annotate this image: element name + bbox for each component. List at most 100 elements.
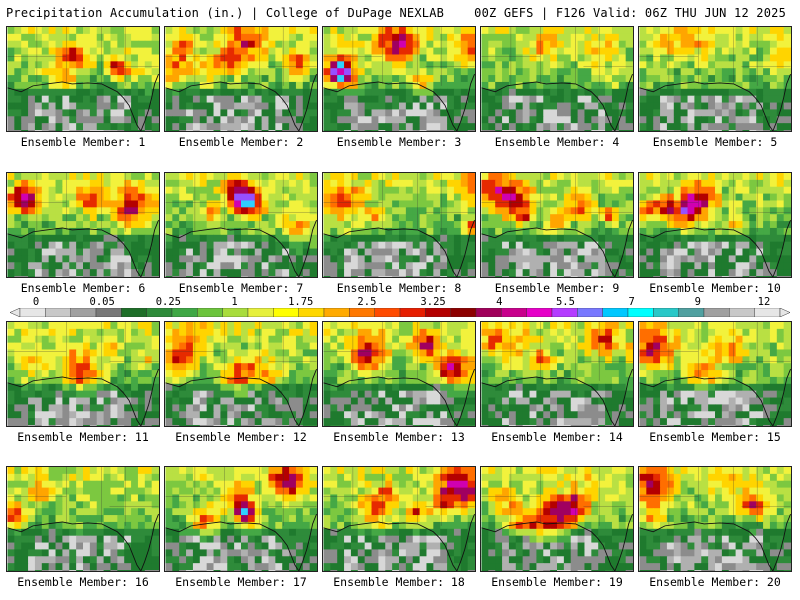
ensemble-panel-5: Ensemble Member: 5	[638, 26, 792, 149]
precip-map	[164, 466, 318, 572]
colorbar-swatch	[399, 308, 426, 317]
colorbar-tick-label: 4	[496, 296, 503, 308]
coastline	[165, 73, 317, 131]
ensemble-member-label: Ensemble Member: 17	[175, 575, 307, 589]
precip-map	[6, 466, 160, 572]
ensemble-panel-13: Ensemble Member: 13	[322, 321, 476, 444]
state-borders	[481, 322, 633, 381]
state-borders	[7, 27, 159, 86]
colorbar-swatch	[501, 308, 527, 317]
state-borders	[323, 467, 475, 526]
colorbar-swatch	[703, 308, 730, 317]
ensemble-panel-17: Ensemble Member: 17	[164, 466, 318, 589]
state-borders	[165, 173, 317, 232]
colorbar-tick-label: 0.05	[89, 296, 115, 308]
colorbar-tick-label: 0	[32, 296, 40, 308]
colorbar-strip	[10, 308, 790, 317]
ensemble-member-label: Ensemble Member: 18	[333, 575, 465, 589]
coastline	[165, 368, 317, 426]
colorbar-tick-label: 1.75	[288, 296, 314, 308]
ensemble-member-label: Ensemble Member: 4	[494, 135, 620, 149]
ensemble-member-label: Ensemble Member: 13	[333, 430, 465, 444]
ensemble-panel-9: Ensemble Member: 9	[480, 172, 634, 295]
ensemble-panel-15: Ensemble Member: 15	[638, 321, 792, 444]
precip-map	[480, 321, 634, 427]
colorbar-swatch	[475, 308, 502, 317]
precip-map	[164, 26, 318, 132]
ensemble-panel-1: Ensemble Member: 1	[6, 26, 160, 149]
ensemble-member-label: Ensemble Member: 1	[20, 135, 146, 149]
colorbar-swatch	[273, 308, 299, 317]
ensemble-member-label: Ensemble Member: 14	[491, 430, 623, 444]
ensemble-member-label: Ensemble Member: 9	[494, 281, 620, 295]
ensemble-member-label: Ensemble Member: 12	[175, 430, 307, 444]
coastline	[639, 73, 791, 131]
precip-map	[480, 172, 634, 278]
ensemble-member-label: Ensemble Member: 2	[178, 135, 304, 149]
state-borders	[481, 467, 633, 526]
ensemble-member-label: Ensemble Member: 20	[649, 575, 781, 589]
ensemble-panel-8: Ensemble Member: 8	[322, 172, 476, 295]
colorbar-arrow-left	[10, 308, 21, 317]
precip-map	[638, 321, 792, 427]
ensemble-member-label: Ensemble Member: 11	[17, 430, 149, 444]
ensemble-panel-16: Ensemble Member: 16	[6, 466, 160, 589]
colorbar-labels: 0 0.05 0.25 1 1.75 2.5 3.25 4 5.5 7 9 12	[0, 296, 800, 308]
colorbar-tick-label: 12	[757, 296, 771, 308]
run-valid-time: 00Z GEFS | F126 Valid: 06Z THU JUN 12 20…	[474, 6, 786, 20]
precip-map	[322, 321, 476, 427]
state-borders	[7, 173, 159, 232]
precip-map	[638, 466, 792, 572]
colorbar-swatch	[551, 308, 578, 317]
product-title: Precipitation Accumulation (in.) | Colle…	[6, 6, 445, 20]
state-borders	[165, 467, 317, 526]
colorbar-swatch	[247, 308, 274, 317]
precip-map	[164, 172, 318, 278]
colorbar-swatch	[754, 308, 781, 317]
colorbar-tick-label: 3.25	[420, 296, 446, 308]
colorbar-tick-label: 2.5	[357, 296, 377, 308]
ensemble-member-label: Ensemble Member: 3	[336, 135, 462, 149]
header: Precipitation Accumulation (in.) | Colle…	[0, 0, 800, 24]
precip-map	[480, 26, 634, 132]
coastline	[7, 73, 159, 131]
colorbar-swatch	[70, 308, 97, 317]
state-borders	[481, 173, 633, 232]
precip-map	[322, 172, 476, 278]
precip-map	[164, 321, 318, 427]
colorbar-swatch	[526, 308, 553, 317]
state-borders	[481, 27, 633, 86]
ensemble-member-label: Ensemble Member: 15	[649, 430, 781, 444]
colorbar-tick-label: 5.5	[555, 296, 575, 308]
ensemble-panel-4: Ensemble Member: 4	[480, 26, 634, 149]
colorbar-arrow-right	[779, 308, 790, 317]
colorbar: 0 0.05 0.25 1 1.75 2.5 3.25 4 5.5 7 9 12	[0, 296, 800, 318]
colorbar-tick-label: 7	[628, 296, 635, 308]
colorbar-swatch	[171, 308, 198, 317]
state-borders	[639, 173, 791, 232]
state-borders	[7, 322, 159, 381]
precip-map	[638, 26, 792, 132]
state-borders	[639, 322, 791, 381]
ensemble-panel-6: Ensemble Member: 6	[6, 172, 160, 295]
state-borders	[165, 322, 317, 381]
colorbar-swatch	[729, 308, 755, 317]
precip-map	[480, 466, 634, 572]
ensemble-member-label: Ensemble Member: 7	[178, 281, 304, 295]
ensemble-panel-3: Ensemble Member: 3	[322, 26, 476, 149]
state-borders	[323, 27, 475, 86]
ensemble-panel-18: Ensemble Member: 18	[322, 466, 476, 589]
ensemble-panel-2: Ensemble Member: 2	[164, 26, 318, 149]
ensemble-member-label: Ensemble Member: 5	[652, 135, 778, 149]
colorbar-swatch	[146, 308, 173, 317]
colorbar-swatch	[602, 308, 629, 317]
precip-map	[6, 172, 160, 278]
ensemble-panel-10: Ensemble Member: 10	[638, 172, 792, 295]
colorbar-swatch	[121, 308, 147, 317]
colorbar-swatch	[19, 308, 46, 317]
coastline	[7, 368, 159, 426]
colorbar-swatch	[374, 308, 401, 317]
ensemble-member-label: Ensemble Member: 16	[17, 575, 149, 589]
colorbar-swatch	[678, 308, 705, 317]
colorbar-swatch	[323, 308, 350, 317]
